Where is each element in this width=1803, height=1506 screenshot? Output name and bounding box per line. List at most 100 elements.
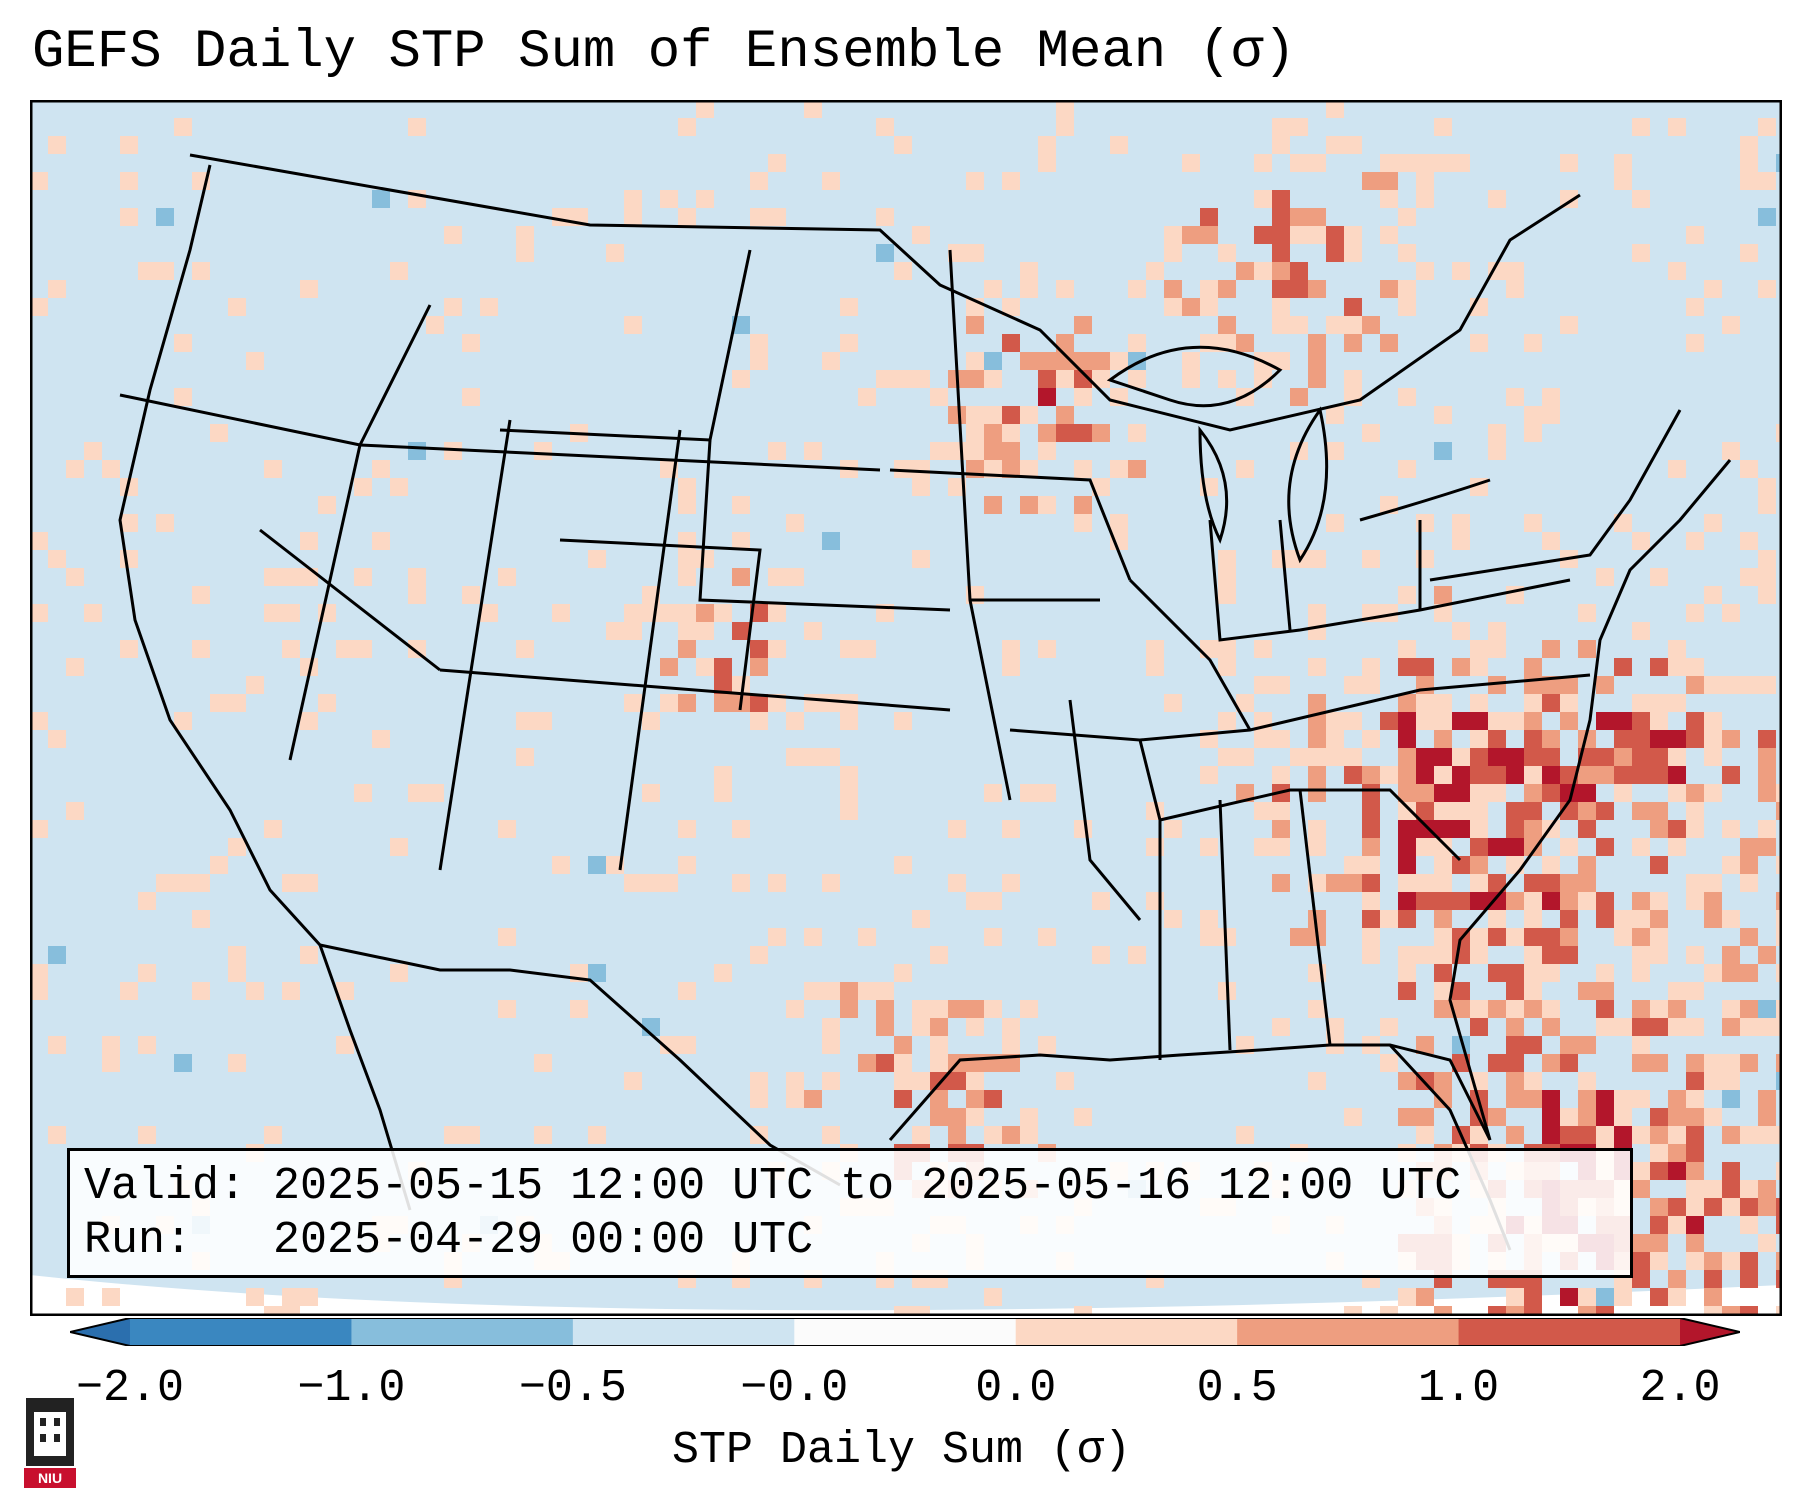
anomaly-cell xyxy=(1776,856,1782,874)
anomaly-cell xyxy=(1362,766,1380,784)
anomaly-cell xyxy=(1452,892,1470,910)
anomaly-cell xyxy=(1524,946,1542,964)
anomaly-cell xyxy=(1722,910,1740,928)
anomaly-cell xyxy=(912,460,930,478)
anomaly-cell xyxy=(390,838,408,856)
anomaly-cell xyxy=(678,856,696,874)
anomaly-cell xyxy=(1596,910,1614,928)
anomaly-cell xyxy=(30,964,48,982)
anomaly-cell xyxy=(1506,280,1524,298)
anomaly-cell xyxy=(1542,1108,1560,1126)
colorbar-tick-label: −1.0 xyxy=(297,1363,406,1414)
anomaly-cell xyxy=(750,172,768,190)
anomaly-cell xyxy=(1272,298,1290,316)
anomaly-cell xyxy=(282,568,300,586)
anomaly-cell xyxy=(1776,964,1782,982)
anomaly-cell xyxy=(1758,478,1776,496)
anomaly-cell xyxy=(624,190,642,208)
anomaly-cell xyxy=(1056,118,1074,136)
colorbar-tick-label: 0.0 xyxy=(975,1363,1057,1414)
anomaly-cell xyxy=(660,190,678,208)
anomaly-cell xyxy=(1704,1288,1722,1306)
anomaly-cell xyxy=(174,118,192,136)
anomaly-cell xyxy=(1398,640,1416,658)
anomaly-cell xyxy=(1758,820,1776,838)
anomaly-cell xyxy=(1254,838,1272,856)
anomaly-cell xyxy=(768,640,786,658)
anomaly-cell xyxy=(1776,1270,1782,1288)
anomaly-cell xyxy=(750,334,768,352)
anomaly-cell xyxy=(588,1126,606,1144)
anomaly-cell xyxy=(1416,748,1434,766)
anomaly-cell xyxy=(1092,370,1110,388)
anomaly-cell xyxy=(1740,460,1758,478)
anomaly-cell xyxy=(624,316,642,334)
anomaly-cell xyxy=(480,604,498,622)
anomaly-cell xyxy=(354,640,372,658)
anomaly-cell xyxy=(552,208,570,226)
anomaly-cell xyxy=(30,172,48,190)
anomaly-cell xyxy=(1506,1018,1524,1036)
anomaly-cell xyxy=(264,1126,282,1144)
anomaly-cell xyxy=(1632,964,1650,982)
anomaly-cell xyxy=(1704,1252,1722,1270)
anomaly-cell xyxy=(984,280,1002,298)
anomaly-cell xyxy=(1272,838,1290,856)
anomaly-cell xyxy=(1758,1234,1776,1252)
anomaly-cell xyxy=(1200,838,1218,856)
anomaly-cell xyxy=(1524,964,1542,982)
anomaly-cell xyxy=(1038,928,1056,946)
anomaly-cell xyxy=(390,478,408,496)
anomaly-cell xyxy=(1434,964,1452,982)
anomaly-cell xyxy=(1686,730,1704,748)
anomaly-cell xyxy=(822,982,840,1000)
anomaly-cell xyxy=(1452,748,1470,766)
anomaly-cell xyxy=(1704,514,1722,532)
anomaly-cell xyxy=(912,478,930,496)
anomaly-cell xyxy=(1668,694,1686,712)
anomaly-cell xyxy=(102,1054,120,1072)
anomaly-cell xyxy=(1578,982,1596,1000)
anomaly-cell xyxy=(732,532,750,550)
anomaly-cell xyxy=(1488,1054,1506,1072)
anomaly-cell xyxy=(1038,640,1056,658)
anomaly-cell xyxy=(1740,838,1758,856)
anomaly-cell xyxy=(1416,1036,1434,1054)
anomaly-cell xyxy=(1614,712,1632,730)
anomaly-cell xyxy=(1308,208,1326,226)
anomaly-cell xyxy=(1272,226,1290,244)
anomaly-cell xyxy=(1668,1090,1686,1108)
anomaly-cell xyxy=(1344,766,1362,784)
anomaly-cell xyxy=(228,298,246,316)
anomaly-cell xyxy=(840,298,858,316)
anomaly-cell xyxy=(1776,1216,1782,1234)
anomaly-cell xyxy=(1416,694,1434,712)
anomaly-cell xyxy=(372,730,390,748)
anomaly-cell xyxy=(1632,1252,1650,1270)
anomaly-cell xyxy=(192,910,210,928)
anomaly-cell xyxy=(1758,1198,1776,1216)
anomaly-cell xyxy=(1164,244,1182,262)
anomaly-cell xyxy=(444,1126,462,1144)
anomaly-cell xyxy=(1038,136,1056,154)
anomaly-cell xyxy=(174,874,192,892)
anomaly-cell xyxy=(1218,640,1236,658)
anomaly-cell xyxy=(714,676,732,694)
anomaly-cell xyxy=(1578,802,1596,820)
anomaly-cell xyxy=(1740,1054,1758,1072)
anomaly-cell xyxy=(1434,586,1452,604)
anomaly-cell xyxy=(1362,856,1380,874)
anomaly-cell xyxy=(984,1126,1002,1144)
anomaly-cell xyxy=(1722,766,1740,784)
colorbar-tick-label: −2.0 xyxy=(75,1363,185,1414)
anomaly-cell xyxy=(966,892,984,910)
anomaly-cell xyxy=(1434,874,1452,892)
anomaly-cell xyxy=(1272,262,1290,280)
anomaly-cell xyxy=(48,1036,66,1054)
colorbar-segment xyxy=(1458,1318,1681,1346)
anomaly-cell xyxy=(624,694,642,712)
anomaly-cell xyxy=(732,370,750,388)
anomaly-cell xyxy=(516,748,534,766)
anomaly-cell xyxy=(1686,1144,1704,1162)
anomaly-cell xyxy=(1092,478,1110,496)
